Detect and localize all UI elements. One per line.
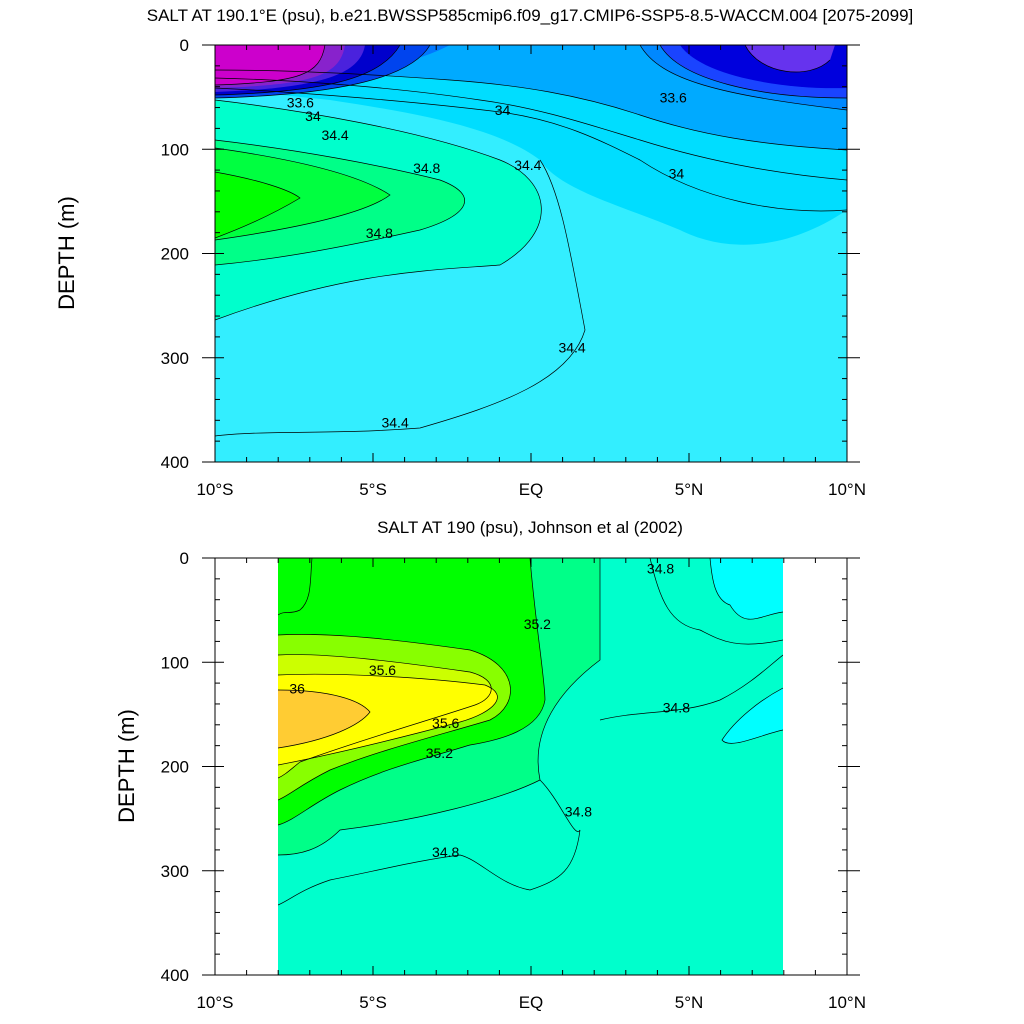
top-contour-line bbox=[215, 69, 847, 151]
top-contour-label: 34.4 bbox=[381, 415, 408, 431]
bottom-contour-line bbox=[709, 558, 783, 620]
bottom-contour-line bbox=[278, 654, 492, 779]
top-region-35.4 bbox=[215, 172, 300, 238]
top-region-west-32.8 bbox=[215, 45, 325, 85]
top-contour-label: 34 bbox=[305, 108, 321, 124]
bottom-x-tick-label: 5°N bbox=[675, 993, 704, 1012]
bottom-x-tick-label: 10°S bbox=[196, 993, 233, 1012]
bottom-contour-label: 35.6 bbox=[369, 662, 396, 678]
bottom-contour-line bbox=[278, 673, 498, 766]
top-x-tick-label: 10°S bbox=[196, 480, 233, 499]
top-contour-line bbox=[744, 45, 831, 73]
bottom-x-tick-label: EQ bbox=[519, 993, 544, 1012]
bottom-contour-label: 34.8 bbox=[663, 699, 690, 715]
top-contour-label: 33.6 bbox=[287, 95, 314, 111]
top-contour-line bbox=[659, 45, 847, 99]
bottom-region-36 bbox=[278, 690, 370, 748]
top-contour-line bbox=[215, 159, 586, 437]
top-contour-label: 34.4 bbox=[558, 340, 585, 356]
top-x-tick-label: 10°N bbox=[828, 480, 866, 499]
top-contour-line bbox=[215, 45, 431, 99]
bottom-y-tick-label: 300 bbox=[161, 862, 189, 881]
top-contour-line bbox=[215, 139, 465, 266]
bottom-y-tick-label: 0 bbox=[180, 549, 189, 568]
top-y-tick-label: 300 bbox=[161, 349, 189, 368]
top-axes: 10°S 5°S EQ 5°N 10°N 0 100 200 300 400 bbox=[161, 36, 866, 499]
top-contour-label: 34 bbox=[669, 165, 685, 181]
top-contour-lines bbox=[215, 45, 847, 437]
bottom-contour-label: 35.2 bbox=[426, 745, 453, 761]
bottom-panel: SALT AT 190 (psu), Johnson et al (2002) bbox=[114, 518, 866, 1012]
top-y-axis-label: DEPTH (m) bbox=[54, 196, 79, 310]
top-contour-line bbox=[215, 45, 847, 111]
bottom-contour-label: 34.8 bbox=[647, 561, 674, 577]
bottom-region-east-34.6-b bbox=[722, 688, 783, 744]
bottom-contour-line bbox=[649, 558, 783, 645]
bottom-x-tick-label: 10°N bbox=[828, 993, 866, 1012]
top-contour-line bbox=[215, 147, 391, 241]
top-title: SALT AT 190.1°E (psu), b.e21.BWSSP585cmi… bbox=[147, 6, 914, 25]
bottom-contour-line bbox=[599, 654, 783, 721]
bottom-y-tick-label: 100 bbox=[161, 653, 189, 672]
top-contour-line bbox=[215, 45, 326, 86]
bottom-y-tick-label: 400 bbox=[161, 966, 189, 985]
bottom-fill-regions bbox=[278, 558, 783, 975]
top-contour-label: 34.8 bbox=[366, 225, 393, 241]
bottom-contour-line bbox=[278, 634, 511, 801]
top-contour-line bbox=[215, 45, 401, 96]
top-contour-line bbox=[215, 87, 847, 212]
bottom-contour-line bbox=[278, 779, 581, 906]
bottom-axes: 10°S 5°S EQ 5°N 10°N 0 100 200 300 400 bbox=[161, 549, 866, 1012]
bottom-contour-line bbox=[721, 687, 783, 744]
top-y-tick-label: 0 bbox=[180, 36, 189, 55]
top-contour-line bbox=[215, 77, 847, 181]
top-contour-line bbox=[215, 171, 301, 239]
top-y-tick-label: 100 bbox=[161, 140, 189, 159]
bottom-contour-lines bbox=[278, 558, 783, 906]
bottom-contour-line bbox=[278, 558, 601, 856]
top-contour-label: 34.8 bbox=[413, 160, 440, 176]
bottom-contour-label: 35.6 bbox=[432, 715, 459, 731]
top-contour-label: 34.4 bbox=[321, 127, 348, 143]
bottom-region-east-34.6 bbox=[710, 558, 783, 620]
bottom-contour-label: 35.2 bbox=[524, 616, 551, 632]
bottom-contour-line bbox=[278, 558, 313, 616]
bottom-contour-label: 36 bbox=[289, 681, 305, 697]
bottom-contour-labels: 34.8 35.2 35.6 36 35.6 35.2 34.8 34.8 34.8 bbox=[289, 561, 690, 861]
top-x-tick-label: EQ bbox=[519, 480, 544, 499]
bottom-contour-label: 34.8 bbox=[565, 804, 592, 820]
bottom-y-axis-label: DEPTH (m) bbox=[114, 709, 139, 823]
top-contour-label: 34.4 bbox=[514, 157, 541, 173]
bottom-x-tick-label: 5°S bbox=[359, 993, 387, 1012]
top-panel: SALT AT 190.1°E (psu), b.e21.BWSSP585cmi… bbox=[54, 6, 913, 499]
bottom-contour-label: 34.8 bbox=[432, 844, 459, 860]
bottom-title: SALT AT 190 (psu), Johnson et al (2002) bbox=[377, 518, 683, 537]
top-x-tick-label: 5°N bbox=[675, 480, 704, 499]
top-contour-label: 33.6 bbox=[660, 89, 687, 105]
top-y-tick-label: 200 bbox=[161, 245, 189, 264]
bottom-y-tick-label: 200 bbox=[161, 758, 189, 777]
top-x-tick-label: 5°S bbox=[359, 480, 387, 499]
top-region-east-33 bbox=[745, 45, 835, 72]
top-contour-line bbox=[215, 99, 542, 321]
top-contour-label: 34 bbox=[495, 102, 511, 118]
top-y-tick-label: 400 bbox=[161, 453, 189, 472]
top-fill-regions bbox=[215, 45, 847, 462]
bottom-contour-line bbox=[278, 558, 546, 826]
bottom-contour-line bbox=[278, 689, 371, 749]
